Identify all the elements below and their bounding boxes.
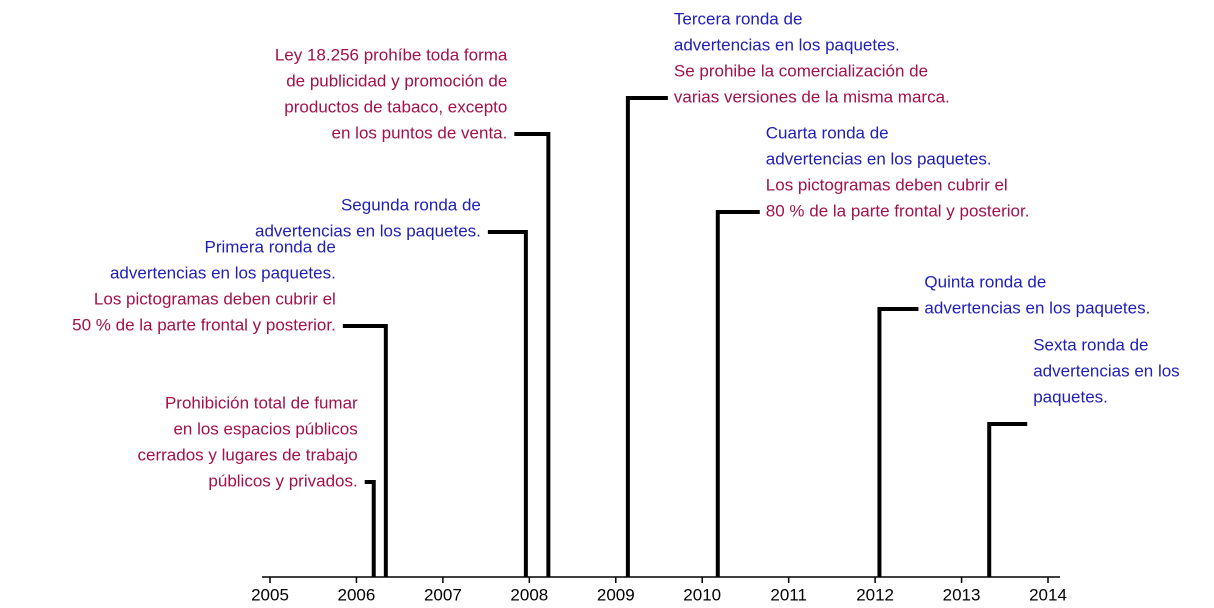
x-tick-label: 2011: [770, 585, 807, 604]
event-label: Los pictogramas deben cubrir el: [766, 175, 1008, 194]
event-label: Quinta ronda de: [924, 272, 1046, 291]
x-tick-label: 2009: [597, 585, 635, 604]
x-tick-label: 2014: [1029, 585, 1067, 604]
event-label: Segunda ronda de: [341, 195, 481, 214]
event-label: 80 % de la parte frontal y posterior.: [766, 201, 1030, 220]
event-label: públicos y privados.: [208, 471, 357, 490]
event-stem: [514, 132, 551, 577]
event-stem: [364, 480, 376, 577]
event-label: cerrados y lugares de trabajo: [138, 445, 358, 464]
event-stem: [987, 422, 1028, 577]
event-stem: [625, 96, 668, 577]
x-tick-label: 2010: [683, 585, 721, 604]
event-label: Sexta ronda de: [1033, 335, 1148, 354]
event-label: varias versiones de la misma marca.: [674, 87, 950, 106]
x-tick-label: 2013: [943, 585, 981, 604]
event-label: Ley 18.256 prohíbe toda forma: [275, 45, 508, 64]
x-tick-label: 2006: [338, 585, 376, 604]
event-stem: [342, 324, 388, 577]
event-stem: [877, 307, 919, 577]
event-label: Tercera ronda de: [674, 9, 803, 28]
event-stem: [715, 210, 760, 577]
x-tick-label: 2007: [424, 585, 462, 604]
event-label: advertencias en los paquetes.: [924, 298, 1150, 317]
event-label: productos de tabaco, excepto: [284, 97, 507, 116]
event-label: Cuarta ronda de: [766, 123, 889, 142]
event-label: Primera ronda de: [204, 237, 335, 256]
event-label: en los puntos de venta.: [332, 123, 508, 142]
event-stem: [487, 230, 528, 577]
event-label: Se prohibe la comercialización de: [674, 61, 928, 80]
event-label: Prohibición total de fumar: [165, 393, 358, 412]
x-tick-label: 2012: [856, 585, 894, 604]
x-tick-label: 2005: [251, 585, 289, 604]
event-label: advertencias en los paquetes.: [766, 149, 992, 168]
event-label: advertencias en los paquetes.: [255, 221, 481, 240]
event-label: advertencias en los paquetes.: [110, 263, 336, 282]
event-label: advertencias en los paquetes.: [674, 35, 900, 54]
event-label: Los pictogramas deben cubrir el: [94, 289, 336, 308]
x-tick-label: 2008: [510, 585, 548, 604]
event-label: advertencias en los: [1033, 361, 1179, 380]
event-label: paquetes.: [1033, 387, 1108, 406]
event-label: en los espacios públicos: [173, 419, 357, 438]
event-label: de publicidad y promoción de: [286, 71, 507, 90]
event-label: 50 % de la parte frontal y posterior.: [72, 315, 336, 334]
